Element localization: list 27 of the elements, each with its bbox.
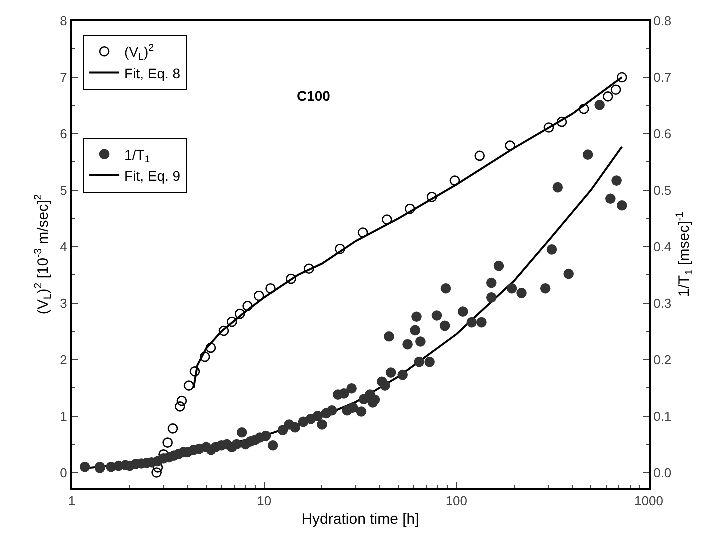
annotation: C100 <box>297 88 331 104</box>
x-tick-label: 1000 <box>634 494 664 509</box>
y2-tick-label: 0.5 <box>654 182 672 198</box>
x-tick-label: 100 <box>446 494 468 509</box>
y2-tick-label: 0.4 <box>654 239 672 254</box>
y2-tick-label: 0.0 <box>654 465 672 480</box>
y-tick-label: 1 <box>60 408 68 424</box>
y2-tick-label: 0.7 <box>654 70 672 86</box>
y2-tick-label: 0.8 <box>654 14 672 29</box>
y-tick-label: 6 <box>60 126 68 142</box>
y-tick-label: 0 <box>60 465 68 480</box>
y-tick-label: 5 <box>60 182 68 198</box>
y-tick-label: 2 <box>60 352 68 368</box>
x-tick-label: 10 <box>257 494 272 509</box>
y2-tick-label: 0.1 <box>654 408 672 424</box>
y2-tick-label: 0.6 <box>654 126 672 142</box>
y2-tick-label: 0.3 <box>654 296 672 311</box>
legend-label: Fit, Eq. 9 <box>124 168 181 184</box>
legend-label: (V$_{L}$)$^{2}$ <box>124 43 154 64</box>
y2-tick-label: 0.2 <box>654 352 672 368</box>
y-tick-label: 7 <box>60 70 68 86</box>
y-tick-label: 4 <box>60 239 68 254</box>
x-axis-title: Hydration time [h] <box>302 511 420 528</box>
y-tick-label: 8 <box>60 14 68 29</box>
legend-label: Fit, Eq. 8 <box>124 65 181 82</box>
y-tick-label: 3 <box>60 296 68 311</box>
legend-label: 1/T$_{1}$ <box>124 146 150 166</box>
